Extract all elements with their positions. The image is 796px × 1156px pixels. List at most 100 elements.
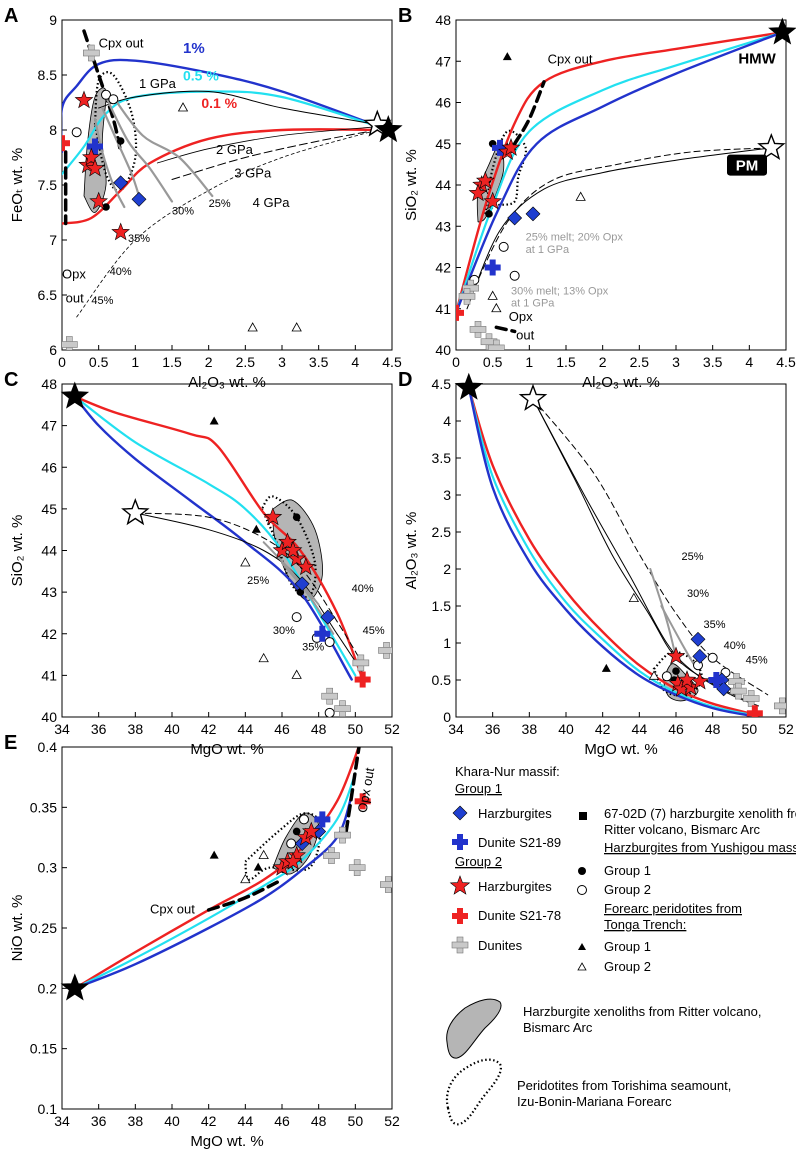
y-tick-label: 8 — [49, 122, 57, 138]
legend-torishima-field-shape — [445, 1058, 502, 1126]
dunite-s21-89-marker — [314, 625, 331, 642]
dunite-s21-78-marker-h — [456, 309, 464, 316]
plot-area — [73, 395, 392, 717]
harzburgite-group2-marker — [301, 821, 321, 840]
chart-annotation: Cpx out — [99, 36, 144, 51]
dunite-s21-89-marker-h — [492, 144, 508, 151]
tonga-group2-marker — [240, 557, 251, 567]
chart-annotation: 30% melt; 13% Opx — [511, 285, 609, 297]
series-line-solid-black — [466, 147, 772, 310]
pm-star-marker — [121, 498, 150, 526]
pm-label-box — [727, 154, 767, 176]
yushigou-group1-marker — [292, 827, 301, 836]
x-tick-label: 4 — [351, 354, 359, 370]
y-tick-label: 41 — [435, 301, 451, 317]
chart-annotation: 25% — [682, 551, 704, 563]
dunite-s21-78-marker — [354, 793, 371, 810]
harzburgite-group2-marker — [278, 532, 297, 551]
y-tick-label: 3.5 — [432, 450, 452, 466]
chart-annotation: 2 GPa — [216, 142, 254, 157]
y-tick-label: 46 — [41, 459, 57, 475]
legend-xenolith-line2: Ritter volcano, Bismarc Arc — [604, 822, 761, 837]
tonga-group1-marker — [209, 416, 219, 425]
dunite-s21-78-marker-h — [354, 676, 371, 683]
series-line-grey-a — [262, 541, 320, 606]
dunite-s21-78-marker-h — [354, 798, 371, 805]
dunite-s21-89-marker — [314, 811, 331, 828]
harzburgite-group1-marker — [525, 206, 541, 222]
x-tick-label: 42 — [201, 721, 217, 737]
legend-harzburgites-1: Harzburgites — [478, 806, 552, 821]
chart-annotation: 25% melt; 20% Opx — [526, 232, 624, 244]
series-line-40- — [93, 117, 126, 209]
series-line-cpx-out — [206, 877, 284, 912]
tonga-group2-marker — [258, 652, 269, 663]
tonga-group2-marker — [648, 670, 660, 680]
dunites-marker-h — [321, 692, 338, 700]
x-tick-label: 44 — [238, 1113, 254, 1129]
x-tick-label: 46 — [668, 721, 684, 737]
legend-khara-title: Khara-Nur massif: — [455, 764, 560, 779]
tonga-group2-marker — [491, 302, 502, 313]
series-line-red — [467, 386, 760, 717]
y-tick-label: 0.1 — [38, 1101, 58, 1117]
dunites-marker-h — [323, 852, 340, 859]
panel-D: 34 36 38 40 42 44 46 48 50 52 0 0.5 1 1.5 2 2.5 3 3.5 4 4.5… — [398, 369, 794, 758]
yushigou-group1-marker — [485, 210, 493, 218]
dunites-marker-h — [742, 695, 760, 702]
panel-letter: B — [398, 5, 412, 27]
x-tick-label: 2.5 — [630, 354, 650, 370]
series-line-cyan — [467, 386, 756, 717]
x-tick-label: 4 — [745, 354, 753, 370]
harzburgite-group1-marker — [294, 576, 310, 592]
x-tick-label: 50 — [348, 1113, 364, 1129]
chart-annotation: 40% — [724, 640, 746, 652]
dunite-s21-89-marker — [708, 672, 725, 688]
torishima-field — [93, 71, 138, 193]
y-tick-label: 43 — [41, 584, 57, 600]
chart-annotation: 25% — [247, 575, 269, 587]
dunites-marker — [62, 336, 78, 350]
legend-ritter-field-shape — [446, 998, 502, 1059]
y-tick-label: 45 — [41, 501, 57, 517]
series-line-opx-out — [494, 325, 517, 334]
tonga-group1-marker — [251, 524, 261, 533]
legend-open-triangle-marker — [577, 962, 587, 971]
yushigou-group2-marker — [661, 671, 672, 682]
chart-annotation: 3 GPa — [234, 165, 272, 180]
y-tick-label: 0.35 — [30, 799, 57, 815]
x-tick-label: 40 — [558, 721, 574, 737]
x-tick-label: 48 — [311, 721, 327, 737]
y-tick-label: 41 — [41, 667, 57, 683]
x-tick-label: 34 — [54, 1113, 70, 1129]
series-line-grey-30 — [660, 605, 696, 667]
harzburgite-group2-marker — [468, 183, 488, 202]
x-tick-label: 0 — [452, 354, 460, 370]
legend-black-square-marker — [579, 812, 587, 820]
dunite-s21-89-marker-h — [314, 630, 331, 637]
yushigou-group2-marker — [299, 814, 309, 825]
x-tick-label: 3 — [672, 354, 680, 370]
dunites-marker-h — [378, 647, 392, 654]
chart-annotation: out — [516, 328, 534, 343]
chart-annotation: Cpx out — [150, 902, 195, 917]
tonga-group2-marker — [258, 849, 269, 859]
dunites-marker-h — [348, 864, 366, 871]
harzburgite-group1-marker — [131, 191, 147, 207]
y-tick-label: 45 — [435, 136, 451, 152]
harzburgite-group2-marker — [501, 138, 521, 156]
chart-annotation: at 1 GPa — [511, 298, 555, 310]
harzburgite-group2-marker — [89, 191, 108, 210]
chart-annotation: 30% — [273, 625, 295, 637]
series-line-grey-b — [281, 561, 335, 635]
chart-annotation: 40% — [352, 583, 374, 595]
dunite-s21-78-marker — [456, 304, 464, 321]
dunites-marker — [323, 847, 340, 864]
dunites-marker — [458, 288, 476, 305]
dunites-marker-h — [62, 341, 78, 348]
x-tick-label: 40 — [164, 721, 180, 737]
series-line-opx-out — [344, 747, 361, 834]
legend-tonga-title1: Forearc peridotites from — [604, 901, 742, 916]
harzburgite-group1-marker — [692, 648, 708, 664]
chart-annotation: 35% — [704, 619, 726, 631]
